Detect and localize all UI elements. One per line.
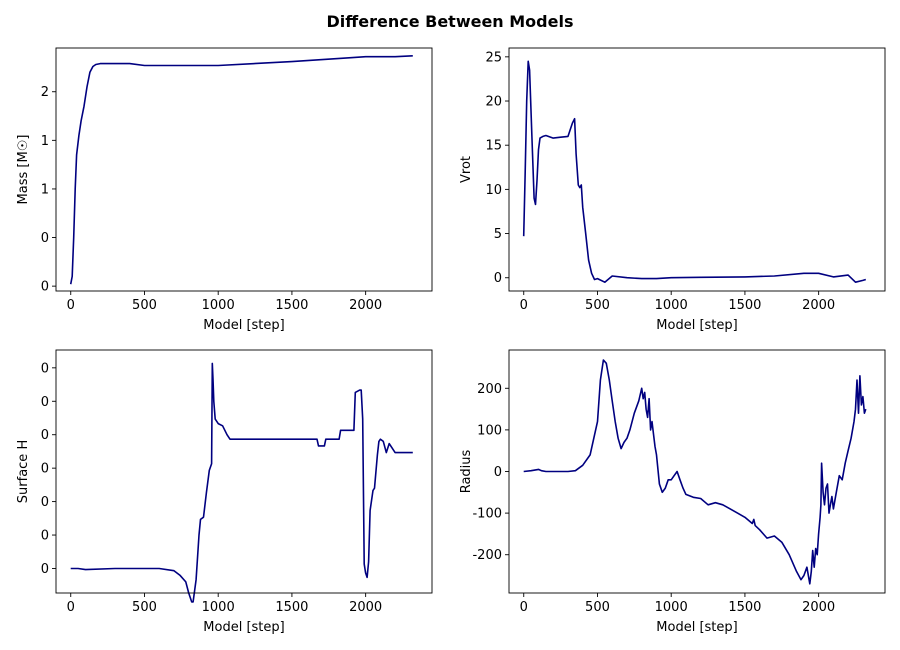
y-tick-label: 10 [485, 183, 502, 198]
y-tick-label: 0 [41, 462, 49, 477]
y-tick-label: 0 [41, 562, 49, 577]
axes-frame [508, 47, 886, 292]
axes-frame [55, 47, 433, 292]
y-tick-label: 0 [41, 428, 49, 443]
x-tick-label: 500 [585, 298, 610, 313]
x-tick-label: 1000 [202, 600, 235, 615]
y-tick-label: 0 [41, 395, 49, 410]
x-tick-label: 500 [132, 298, 157, 313]
y-tick-label: 100 [477, 423, 502, 438]
y-tick-label: 0 [494, 465, 502, 480]
y-tick-label: 0 [41, 529, 49, 544]
y-tick-label: -100 [472, 507, 502, 522]
y-tick-label: 20 [485, 95, 502, 110]
figure-title: Difference Between Models [327, 12, 574, 31]
series-line-0 [523, 359, 867, 585]
y-tick-label: 25 [485, 50, 502, 65]
x-tick-label: 0 [67, 600, 75, 615]
panel-vrot: 0 500 1000 1500 2000 0 5 10 15 20 25 Model [step] Vr… [459, 47, 886, 333]
y-axis-label: Vrot [459, 156, 474, 183]
axes-frame [55, 349, 433, 594]
x-axis-label: Model [step] [203, 620, 284, 635]
x-tick-label: 500 [585, 600, 610, 615]
x-tick-label: 2000 [802, 298, 835, 313]
x-axis-label: Model [step] [656, 318, 737, 333]
x-tick-label: 1500 [275, 600, 308, 615]
x-tick-label: 2000 [349, 600, 382, 615]
y-tick-label: -200 [472, 548, 502, 563]
x-axis-label: Model [step] [203, 318, 284, 333]
y-tick-label: 0 [41, 361, 49, 376]
y-tick-label: 1 [41, 134, 49, 149]
y-tick-label: 0 [41, 280, 49, 295]
panel-radius: 0 500 1000 1500 2000 -200 -100 0 100 200 Model [st… [459, 349, 886, 635]
y-tick-label: 1 [41, 182, 49, 197]
x-tick-label: 0 [520, 600, 528, 615]
x-tick-label: 1000 [655, 298, 688, 313]
x-tick-label: 0 [520, 298, 528, 313]
x-tick-label: 2000 [349, 298, 382, 313]
y-axis-label: Surface H [16, 440, 31, 503]
x-tick-label: 1000 [655, 600, 688, 615]
y-axis-label: Radius [459, 449, 474, 493]
x-tick-label: 0 [67, 298, 75, 313]
y-tick-label: 0 [41, 495, 49, 510]
series-line-0 [69, 55, 413, 285]
series-line-0 [70, 362, 413, 603]
y-tick-label: 0 [494, 271, 502, 286]
y-tick-label: 2 [41, 85, 49, 100]
x-axis-label: Model [step] [656, 620, 737, 635]
x-tick-label: 1000 [202, 298, 235, 313]
x-tick-label: 2000 [802, 600, 835, 615]
y-tick-label: 200 [477, 382, 502, 397]
x-tick-label: 1500 [728, 298, 761, 313]
panel-mass: 0 500 1000 1500 2000 0 0 1 1 2 Model [step] Mass [M… [16, 47, 433, 333]
x-tick-label: 1500 [275, 298, 308, 313]
y-tick-label: 15 [485, 139, 502, 154]
y-tick-label: 0 [41, 231, 49, 246]
y-tick-label: 5 [494, 227, 502, 242]
panel-surface-h: 0 500 1000 1500 2000 0 0 0 0 0 0 0 Model [step] Surfa… [16, 349, 433, 635]
series-line-0 [522, 60, 867, 283]
y-axis-label: Mass [M☉] [16, 135, 31, 205]
x-tick-label: 500 [132, 600, 157, 615]
x-tick-label: 1500 [728, 600, 761, 615]
